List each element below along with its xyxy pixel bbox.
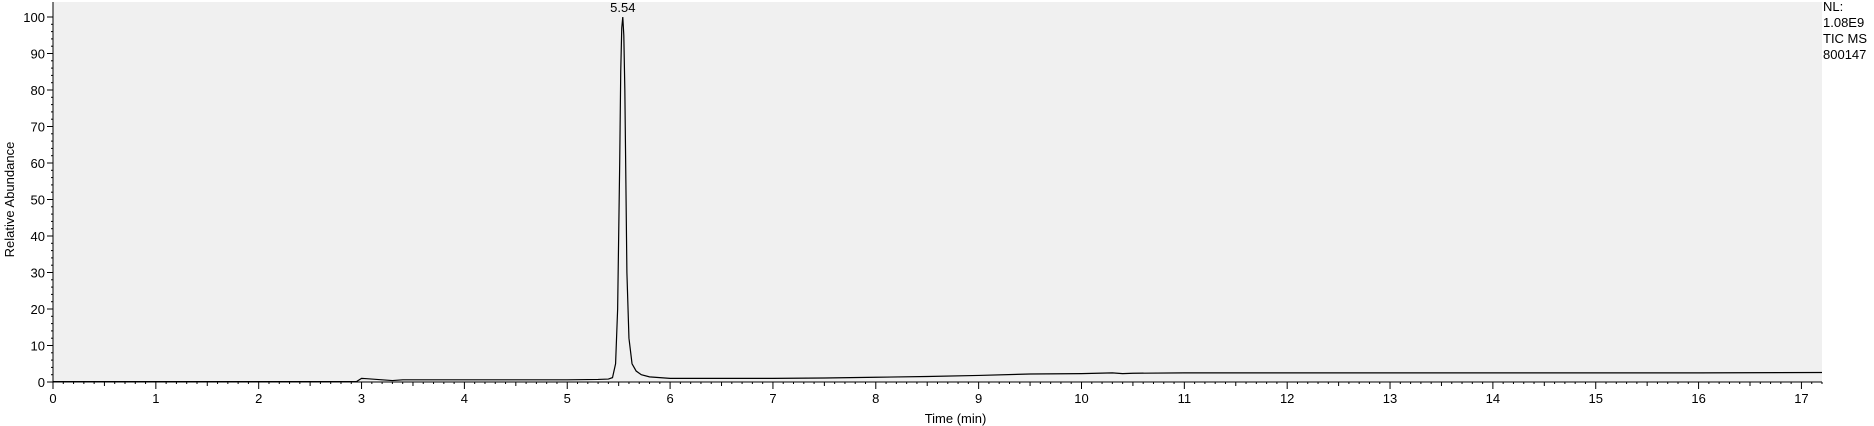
info-box: NL: 1.08E9 TIC MS 800147 bbox=[1823, 0, 1867, 62]
x-tick-label: 16 bbox=[1691, 391, 1705, 406]
y-tick-label: 40 bbox=[31, 229, 45, 244]
y-axis-title: Relative Abundance bbox=[2, 142, 17, 258]
x-tick-label: 11 bbox=[1178, 391, 1192, 406]
x-tick-label: 17 bbox=[1794, 391, 1808, 406]
x-tick-label: 15 bbox=[1588, 391, 1602, 406]
x-tick-label: 14 bbox=[1486, 391, 1500, 406]
x-tick-label: 9 bbox=[975, 391, 982, 406]
x-tick-label: 0 bbox=[49, 391, 56, 406]
y-tick-label: 100 bbox=[23, 10, 45, 25]
y-tick-label: 30 bbox=[31, 266, 45, 281]
y-tick-label: 90 bbox=[31, 47, 45, 62]
x-tick-label: 5 bbox=[564, 391, 571, 406]
info-file-id: 800147 bbox=[1823, 47, 1866, 62]
x-tick-label: 13 bbox=[1383, 391, 1397, 406]
y-tick-label: 10 bbox=[31, 339, 45, 354]
x-tick-label: 4 bbox=[461, 391, 468, 406]
x-tick-label: 3 bbox=[358, 391, 365, 406]
info-nl-label: NL: bbox=[1823, 0, 1843, 14]
y-tick-label: 0 bbox=[38, 375, 45, 390]
x-tick-label: 6 bbox=[666, 391, 673, 406]
x-tick-label: 12 bbox=[1280, 391, 1294, 406]
x-tick-label: 7 bbox=[769, 391, 776, 406]
y-tick-label: 80 bbox=[31, 83, 45, 98]
tic-trace-line bbox=[53, 16, 1823, 383]
y-tick-label: 70 bbox=[31, 120, 45, 135]
y-tick-label: 20 bbox=[31, 302, 45, 317]
x-tick-label: 10 bbox=[1074, 391, 1088, 406]
y-tick-label: 50 bbox=[31, 193, 45, 208]
peak-label: 5.54 bbox=[610, 0, 635, 15]
x-tick-label: 1 bbox=[152, 391, 159, 406]
x-tick-label: 2 bbox=[255, 391, 262, 406]
info-nl-value: 1.08E9 bbox=[1823, 15, 1864, 30]
info-scan-type: TIC MS bbox=[1823, 31, 1867, 46]
x-axis-title: Time (min) bbox=[925, 411, 987, 426]
x-tick-label: 8 bbox=[872, 391, 879, 406]
plot-background bbox=[53, 2, 1822, 382]
labels-group: 0 1 2 3 4 5 6 7 8 9 10 11 12 13 14 15 16 1701020304050607… bbox=[23, 10, 1808, 406]
y-tick-label: 60 bbox=[31, 156, 45, 171]
